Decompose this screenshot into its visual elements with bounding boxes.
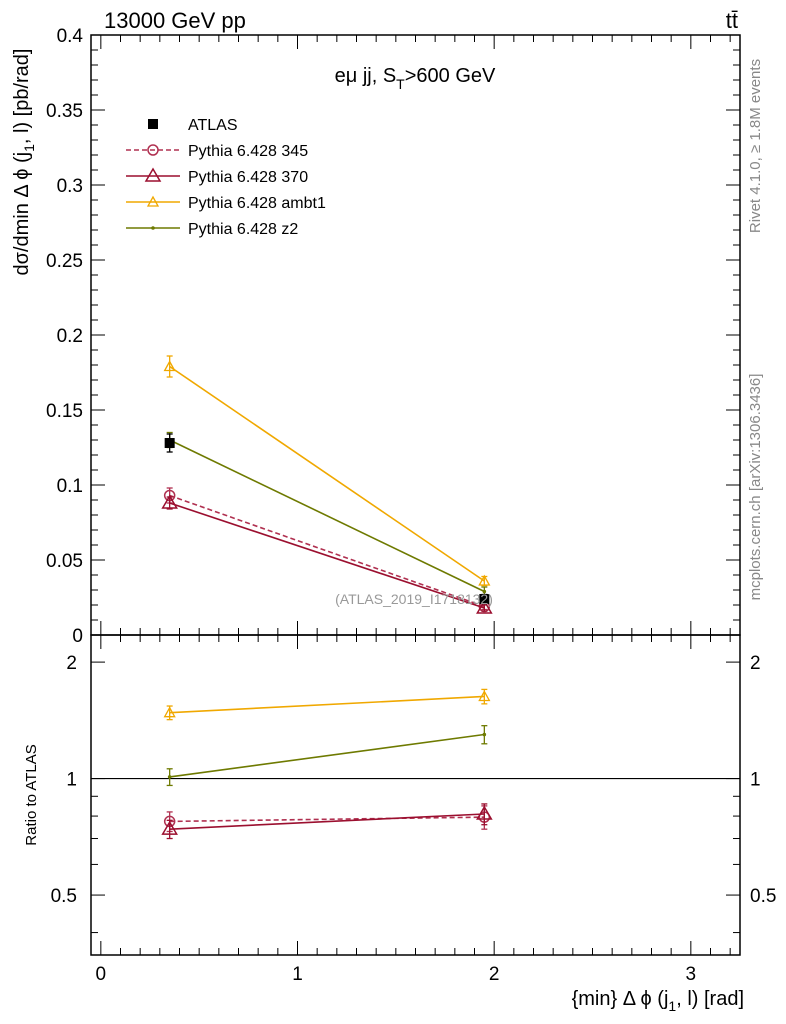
legend-entry-pythia-6-428-370: Pythia 6.428 370 [126, 167, 308, 186]
ratio-y-tick-label: 0.5 [51, 886, 77, 907]
x-label-sub: 1 [668, 998, 676, 1014]
legend-marker [147, 144, 159, 156]
series-line [169, 813, 485, 830]
data-point [161, 494, 178, 509]
main-y-tick-label: 0.25 [46, 251, 83, 272]
legend-label: Pythia 6.428 370 [188, 169, 308, 186]
x-tick-label: 3 [686, 964, 697, 985]
x-tick-label: 2 [489, 964, 500, 985]
data-point [478, 574, 491, 586]
legend-label: Pythia 6.428 z2 [188, 221, 298, 238]
series-line [169, 439, 485, 593]
series-pythia-6-428-z2 [166, 431, 488, 597]
series-pythia-6-428-370 [161, 494, 493, 614]
data-point [163, 706, 176, 718]
main-y-tick-label: 0.15 [46, 401, 83, 422]
main-y-tick-label: 0.35 [46, 101, 83, 122]
x-label-part1: {min} Δ ϕ (j [572, 988, 669, 1010]
x-tick-label: 1 [292, 964, 303, 985]
series-line [169, 365, 485, 582]
series-pythia-6-428-z2 [166, 725, 488, 787]
process-label: tt̄ [726, 8, 738, 33]
main-y-tick-label: 0.3 [57, 176, 83, 197]
legend-entry-pythia-6-428-ambt1: Pythia 6.428 ambt1 [126, 195, 326, 212]
x-label-part2: , l) [rad] [676, 988, 744, 1010]
legend-entry-atlas: ATLAS [148, 117, 238, 134]
series-pythia-6-428-ambt1 [163, 355, 491, 587]
main-y-tick-label: 0.05 [46, 551, 83, 572]
ratio-y-tick-label-right: 2 [750, 653, 761, 674]
series-line [169, 733, 485, 778]
series-line [169, 502, 485, 609]
legend-marker [151, 226, 155, 230]
data-point [482, 589, 487, 594]
legend-entry-pythia-6-428-345: Pythia 6.428 345 [126, 143, 308, 160]
legend-label: Pythia 6.428 ambt1 [188, 195, 326, 212]
ratio-y-tick-label-right: 1 [750, 770, 761, 791]
legend-label: Pythia 6.428 345 [188, 143, 308, 160]
legend-marker [144, 167, 162, 182]
ratio-y-tick-label: 2 [66, 653, 77, 674]
data-point [163, 360, 176, 372]
main-y-tick-label: 0.4 [57, 26, 84, 47]
data-point [161, 820, 178, 835]
plot-title: eμ jj, ST>600 GeV [335, 65, 496, 92]
data-point [167, 775, 172, 779]
main-axis-ticks: 0 0.05 0.1 0.15 0.2 0.25 0.3 0.35 0.4 [46, 26, 740, 647]
ratio-panel-frame [90, 634, 741, 956]
legend-entry-pythia-6-428-z2: Pythia 6.428 z2 [126, 221, 298, 238]
legend-label: ATLAS [188, 117, 238, 134]
main-series-group [161, 355, 493, 614]
plot-title-sub: T [396, 76, 405, 92]
series-pythia-6-428-370 [161, 803, 493, 840]
legend-marker [148, 119, 158, 129]
y-label-part1: dσ/dmin Δ ϕ (j [11, 152, 33, 276]
main-y-tick-label: 0.2 [57, 326, 83, 347]
y-label-part2: , l) [pb/rad] [11, 48, 33, 144]
legend-marker [146, 195, 160, 207]
ratio-y-tick-label: 1 [66, 770, 77, 791]
x-axis-label: {min} Δ ϕ (j1, l) [rad] [572, 988, 744, 1014]
data-point [478, 690, 491, 702]
analysis-tag: (ATLAS_2019_I1718132) [335, 591, 493, 607]
rivet-version-label: Rivet 4.1.0, ≥ 1.8M events [747, 59, 764, 233]
main-y-tick-label: 0 [72, 626, 83, 647]
series-line [169, 695, 485, 714]
series-line [169, 494, 485, 608]
data-point [479, 594, 490, 604]
ratio-y-axis-label: Ratio to ATLAS [23, 744, 40, 845]
main-y-axis-label: dσ/dmin Δ ϕ (j1, l) [pb/rad] [11, 48, 37, 275]
data-point [476, 805, 493, 820]
main-y-tick-label: 0.1 [57, 476, 83, 497]
mcplots-label: mcplots.cern.ch [arXiv:1306.3436] [747, 374, 764, 601]
ratio-series-group [161, 688, 493, 840]
ratio-axis-ticks: 0.5 0.5 1 1 2 2 0 1 2 3 [51, 635, 776, 985]
plot-title-cut: >600 GeV [405, 65, 496, 87]
data-point [164, 438, 175, 448]
data-point [482, 732, 487, 737]
energy-label: 13000 GeV pp [104, 8, 246, 33]
legend: ATLAS Pythia 6.428 345 Pythia 6.428 370 Pyt… [126, 117, 326, 238]
ratio-y-tick-label-right: 0.5 [750, 886, 776, 907]
x-tick-label: 0 [96, 964, 107, 985]
series-atlas [164, 433, 490, 605]
series-line [169, 816, 485, 823]
data-point [476, 599, 493, 614]
y-label-sub: 1 [21, 144, 37, 152]
series-pythia-6-428-ambt1 [163, 688, 491, 721]
plot-title-main: eμ jj, S [335, 65, 397, 87]
